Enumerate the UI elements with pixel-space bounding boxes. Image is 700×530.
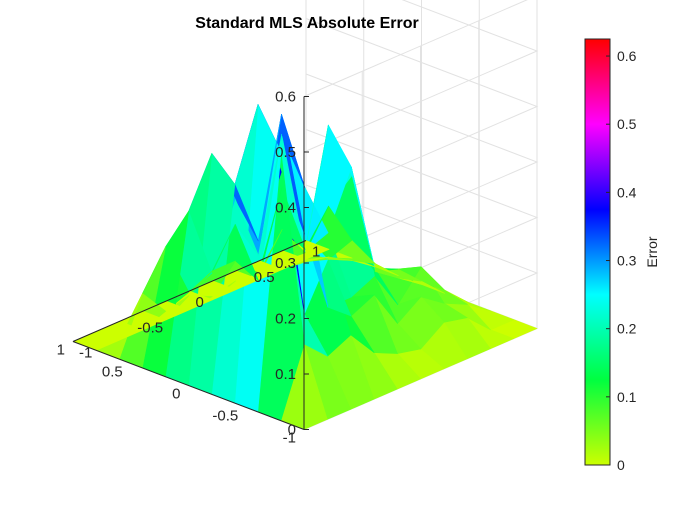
colorbar-tick-label: 0.2 — [617, 321, 637, 337]
z-tick-label: 0.4 — [275, 200, 296, 217]
colorbar-label: Error — [644, 236, 660, 267]
z-tick-label: 0.3 — [275, 255, 296, 272]
colorbar-tick-label: 0.4 — [617, 184, 637, 200]
axes — [72, 96, 309, 430]
y-tick-label: 1 — [312, 244, 320, 261]
x-tick-label: -0.5 — [212, 408, 238, 425]
tick-labels: 0 0.1 0.2 0.3 0.4 0.5 0.6 -1 -0.5 0 0.5 1 -1 -0.5 0 0.5… — [57, 89, 321, 447]
x-tick-label: 0.5 — [102, 364, 123, 381]
x-tick-label: 0 — [172, 386, 180, 403]
z-tick-label: 0.2 — [275, 311, 296, 328]
x-tick-label: 1 — [57, 342, 65, 359]
x-tick-label: -1 — [283, 430, 296, 447]
surface — [72, 104, 538, 430]
y-tick-label: 0.5 — [254, 269, 275, 286]
x-axis-line — [72, 341, 305, 430]
z-tick-label: 0.5 — [275, 144, 296, 161]
colorbar-tick-label: 0.6 — [617, 48, 637, 64]
y-tick-label: 0 — [196, 294, 204, 311]
grid-line — [303, 0, 528, 97]
y-axis-line — [72, 240, 307, 342]
grid-line — [303, 18, 539, 208]
colorbar-tick-label: 0 — [617, 457, 625, 473]
colorbar: 0 0.1 0.2 0.3 0.4 0.5 0.6 Error — [584, 38, 660, 473]
colorbar-rect — [584, 38, 611, 466]
grid-line — [303, 73, 539, 264]
z-tick-label: 0.1 — [275, 366, 296, 383]
y-tick-label: -0.5 — [137, 319, 163, 336]
z-tick-label: 0.6 — [275, 89, 296, 106]
colorbar-tick-label: 0.1 — [617, 389, 637, 405]
z-tick-label: 0 — [288, 422, 296, 439]
grid-line — [303, 0, 539, 153]
colorbar-tick-label: 0.3 — [617, 253, 637, 269]
y-tick-label: -1 — [79, 345, 92, 362]
chart-title: Standard MLS Absolute Error — [195, 15, 419, 32]
colorbar-tick-label: 0.5 — [617, 116, 637, 132]
